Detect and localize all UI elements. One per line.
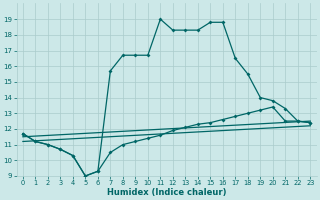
X-axis label: Humidex (Indice chaleur): Humidex (Indice chaleur)	[107, 188, 226, 197]
